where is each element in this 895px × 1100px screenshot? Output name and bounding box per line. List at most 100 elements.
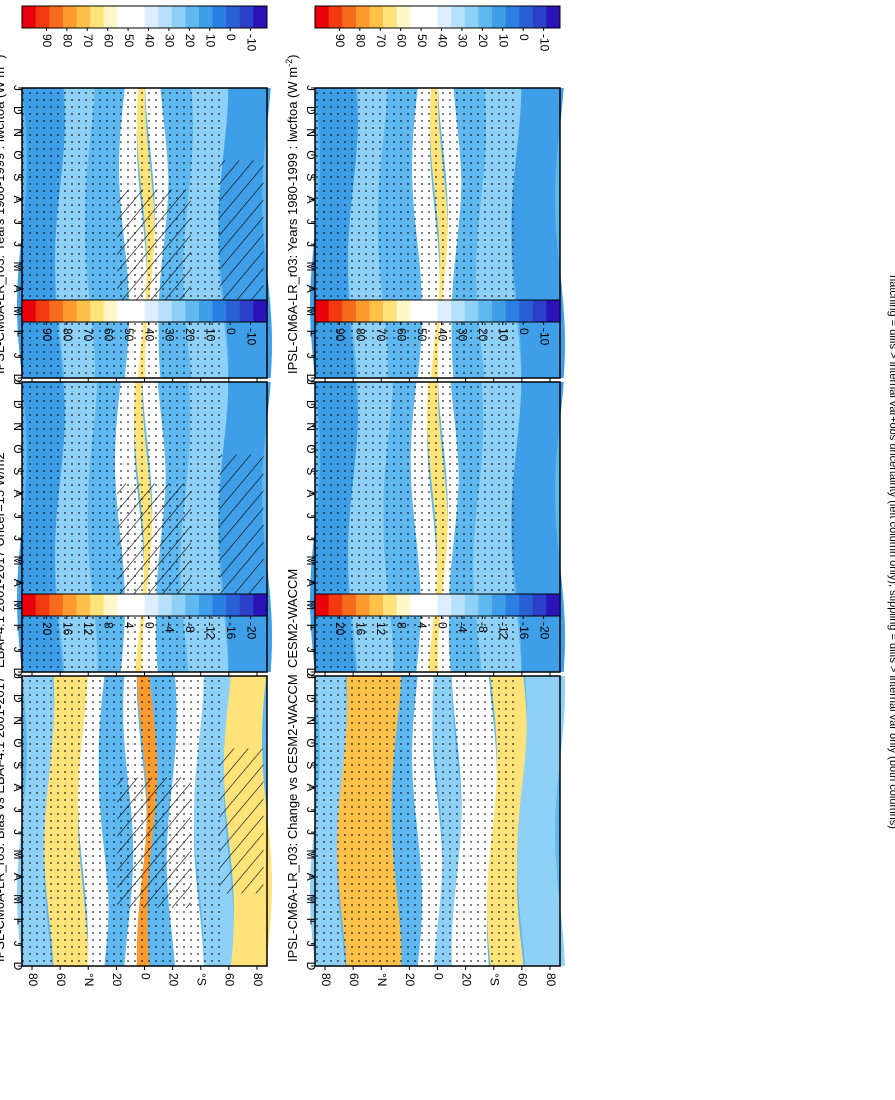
month-tick-label: J bbox=[304, 379, 318, 385]
colorbar-label: 8 bbox=[394, 622, 408, 629]
heatmap-panel-left-top: 8060°N20020°S6080DJFMAMJJASONDJIPSL-CM6A… bbox=[0, 55, 272, 399]
colorbar-label: 60 bbox=[394, 34, 408, 48]
month-tick-label: A bbox=[11, 196, 25, 204]
colorbar-swatch bbox=[22, 6, 37, 28]
lat-tick-label: 80 bbox=[319, 973, 333, 987]
colorbar-swatch bbox=[451, 6, 466, 28]
colorbar-swatch bbox=[478, 594, 493, 616]
lat-tick-label: °S bbox=[488, 973, 502, 986]
colorbar-label: 0 bbox=[224, 328, 238, 335]
colorbar-label: 30 bbox=[163, 328, 177, 342]
colorbar-label: 50 bbox=[122, 34, 136, 48]
colorbar-swatch bbox=[519, 300, 534, 322]
lat-tick-label: 0 bbox=[138, 973, 152, 980]
lat-tick-label: °S bbox=[195, 973, 209, 986]
month-tick-label: M bbox=[11, 306, 25, 316]
colorbar-swatch bbox=[491, 594, 507, 616]
colorbar-label: 20 bbox=[476, 328, 490, 342]
month-tick-label: N bbox=[304, 128, 318, 137]
colorbar-swatch bbox=[103, 6, 118, 28]
colorbar: 90 80 70 60 50 40 30 20 10 0 -10 bbox=[21, 5, 268, 52]
colorbar-swatch bbox=[198, 594, 214, 616]
colorbar-label: -4 bbox=[456, 622, 470, 633]
colorbar-label: 60 bbox=[394, 328, 408, 342]
colorbar-swatch bbox=[185, 300, 200, 322]
month-tick-label: O bbox=[304, 738, 318, 747]
colorbar-swatch bbox=[253, 6, 268, 28]
month-tick-label: D bbox=[11, 668, 25, 677]
colorbar-label: 12 bbox=[81, 622, 95, 636]
colorbar-swatch bbox=[410, 6, 425, 28]
month-tick-label: O bbox=[11, 150, 25, 159]
colorbar-swatch bbox=[226, 6, 241, 28]
lat-tick-label: 80 bbox=[26, 973, 40, 987]
stippling-overlay bbox=[315, 88, 516, 378]
month-tick-label: A bbox=[304, 784, 318, 792]
panel-title: IPSL-CM6A-LR_r03: Bias vs EBAF4.1 2001-2… bbox=[0, 676, 7, 962]
colorbar-swatch bbox=[226, 300, 241, 322]
colorbar-swatch bbox=[171, 6, 186, 28]
colorbar: 20 16 12 8 4 0 -4 -8 -12 -16 -20 bbox=[21, 593, 268, 640]
colorbar-swatch bbox=[212, 6, 227, 28]
colorbar-frame bbox=[314, 593, 561, 617]
colorbar-label: -8 bbox=[476, 622, 490, 633]
month-tick-label: J bbox=[304, 673, 318, 679]
panel-title: IPSL-CM6A-LR_r03: Years 1980-1999 : lwcf… bbox=[284, 55, 300, 374]
panels-layer: 8060°N20020°S6080DJFMAMJJASONDJIPSL-CM6A… bbox=[0, 55, 565, 987]
month-tick-label: M bbox=[304, 261, 318, 271]
colorbar-swatch bbox=[90, 594, 105, 616]
heatmap-panel-right-middle: 8060°N20020°S6080DJFMAMJJASONDJCESM2-WAC… bbox=[285, 379, 565, 693]
month-tick-label: A bbox=[11, 490, 25, 498]
colorbar-swatch bbox=[355, 594, 370, 616]
colorbar-label: 20 bbox=[476, 34, 490, 48]
month-tick-label: D bbox=[304, 668, 318, 677]
stippling-overlay bbox=[315, 676, 516, 966]
colorbar: 90 80 70 60 50 40 30 20 10 0 -10 bbox=[21, 299, 268, 346]
colorbar-swatch bbox=[315, 300, 330, 322]
colorbar-label: 0 bbox=[517, 328, 531, 335]
panel-title: IPSL-CM6A-LR_r03: Years 1980-1999 : lwcf… bbox=[0, 55, 7, 374]
colorbar-label: 40 bbox=[435, 328, 449, 342]
colorbar-label: -10 bbox=[244, 34, 258, 52]
colorbar-swatch bbox=[532, 594, 547, 616]
colorbar-swatch bbox=[158, 594, 173, 616]
month-tick-label: F bbox=[11, 918, 25, 925]
colorbar-swatch bbox=[328, 6, 343, 28]
panel-title: EBAF4.1 2001-2017 Uncer=15 W/m2 bbox=[0, 452, 7, 668]
colorbar-swatch bbox=[315, 594, 330, 616]
colorbar-swatch bbox=[546, 594, 561, 616]
colorbar-swatch bbox=[76, 300, 91, 322]
month-tick-label: A bbox=[11, 784, 25, 792]
colorbar-label: 80 bbox=[61, 34, 75, 48]
colorbar-label: -16 bbox=[224, 622, 238, 640]
lat-tick-label: 20 bbox=[459, 973, 473, 987]
month-tick-label: S bbox=[11, 761, 25, 769]
colorbar-label: 10 bbox=[497, 34, 511, 48]
hatching-overlay bbox=[219, 160, 264, 306]
colorbar-label: 40 bbox=[435, 34, 449, 48]
month-tick-label: N bbox=[11, 128, 25, 137]
colorbar-swatch bbox=[171, 300, 186, 322]
colorbar-swatch bbox=[117, 300, 132, 322]
colorbar-swatch bbox=[437, 6, 452, 28]
lat-tick-label: 60 bbox=[54, 973, 68, 987]
month-tick-label: D bbox=[304, 962, 318, 971]
month-tick-label: A bbox=[11, 873, 25, 881]
month-tick-label: M bbox=[11, 894, 25, 904]
month-tick-label: J bbox=[11, 513, 25, 519]
colorbar-swatch bbox=[342, 300, 357, 322]
month-tick-label: M bbox=[304, 555, 318, 565]
colorbar-frame bbox=[314, 5, 561, 29]
colorbar-swatch bbox=[437, 300, 452, 322]
month-tick-label: J bbox=[11, 647, 25, 653]
colorbar-swatch bbox=[22, 594, 37, 616]
hatching-overlay bbox=[117, 189, 191, 320]
month-tick-label: J bbox=[11, 941, 25, 947]
colorbar-swatch bbox=[505, 300, 520, 322]
colorbar-label: -8 bbox=[183, 622, 197, 633]
lat-tick-label: °N bbox=[82, 973, 96, 986]
month-tick-label: O bbox=[304, 444, 318, 453]
colorbar-swatch bbox=[328, 594, 343, 616]
colorbar-label: 90 bbox=[40, 34, 54, 48]
